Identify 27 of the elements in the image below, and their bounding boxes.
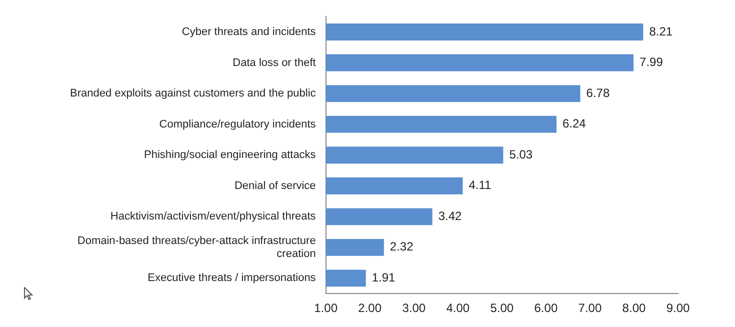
x-tick-label: 1.00 bbox=[314, 301, 338, 316]
data-label: 6.78 bbox=[586, 86, 610, 100]
data-label: 4.11 bbox=[468, 178, 492, 192]
x-tick-label: 2.00 bbox=[358, 301, 382, 316]
y-tick-label: Compliance/regulatory incidents bbox=[159, 118, 316, 130]
data-label: 2.32 bbox=[390, 240, 414, 254]
y-tick-label: Hacktivism/activism/event/physical threats bbox=[110, 210, 316, 223]
data-label: 1.91 bbox=[372, 270, 396, 285]
x-tick-label: 6.00 bbox=[534, 301, 558, 316]
data-label: 8.21 bbox=[649, 24, 673, 38]
x-tick-label: 3.00 bbox=[402, 301, 426, 316]
y-tick-label: Branded exploits against customers and the public bbox=[70, 88, 316, 100]
y-tick-label: Denial of service bbox=[234, 180, 316, 192]
data-label: 3.42 bbox=[438, 208, 462, 223]
data-label: 7.99 bbox=[640, 55, 664, 70]
x-tick-label: 8.00 bbox=[622, 301, 646, 316]
x-tick-label: 4.00 bbox=[446, 301, 470, 316]
data-label: 6.24 bbox=[562, 116, 586, 131]
y-tick-label: Cyber threats and incidents bbox=[182, 26, 316, 38]
x-tick-label: 7.00 bbox=[578, 301, 602, 316]
x-tick-label: 5.00 bbox=[490, 301, 514, 316]
y-tick-label: Executive threats / impersonations bbox=[148, 272, 316, 284]
y-tick-label: Phishing/social engineering attacks bbox=[144, 149, 316, 162]
x-tick-label: 9.00 bbox=[666, 301, 690, 316]
y-tick-label: Domain-based threats/cyber-attack infrastructure creation bbox=[77, 234, 316, 260]
data-label: 5.03 bbox=[509, 147, 533, 162]
y-tick-label: Data loss or theft bbox=[232, 56, 316, 69]
